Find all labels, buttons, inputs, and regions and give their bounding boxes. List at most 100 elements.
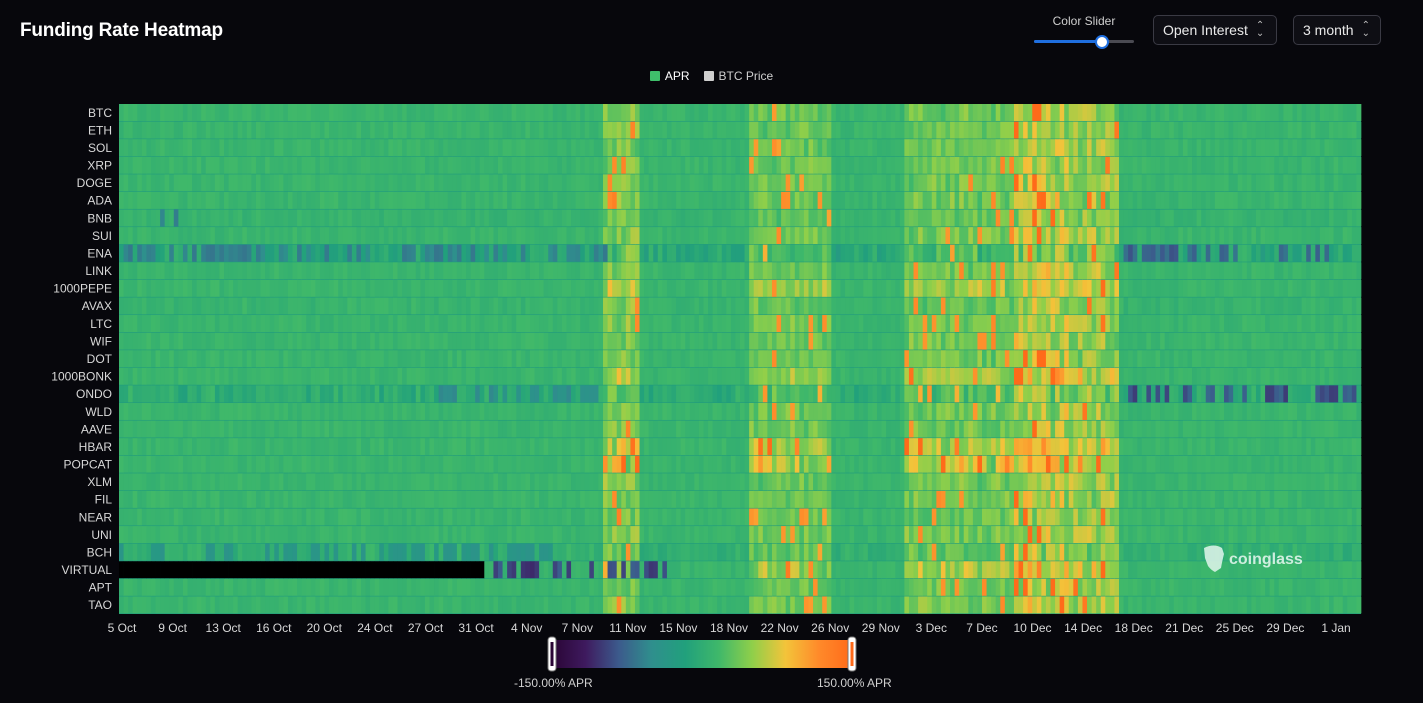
- heatmap-cell[interactable]: [1274, 174, 1280, 192]
- heatmap-cell[interactable]: [963, 244, 969, 262]
- heatmap-cell[interactable]: [164, 420, 170, 438]
- heatmap-cell[interactable]: [1306, 191, 1312, 209]
- heatmap-cell[interactable]: [119, 227, 124, 245]
- heatmap-cell[interactable]: [886, 174, 892, 192]
- heatmap-cell[interactable]: [922, 121, 928, 139]
- heatmap-cell[interactable]: [694, 209, 700, 227]
- heatmap-cell[interactable]: [1301, 139, 1307, 157]
- heatmap-cell[interactable]: [1297, 244, 1302, 262]
- heatmap-cell[interactable]: [265, 121, 271, 139]
- heatmap-cell[interactable]: [913, 332, 919, 350]
- heatmap-cell[interactable]: [224, 315, 229, 333]
- heatmap-cell[interactable]: [1278, 244, 1284, 262]
- heatmap-cell[interactable]: [803, 279, 809, 297]
- heatmap-cell[interactable]: [128, 191, 134, 209]
- heatmap-cell[interactable]: [1319, 174, 1325, 192]
- heatmap-cell[interactable]: [776, 104, 782, 121]
- heatmap-cell[interactable]: [150, 350, 156, 368]
- heatmap-cell[interactable]: [1105, 297, 1111, 315]
- heatmap-cell[interactable]: [119, 156, 124, 174]
- heatmap-cell[interactable]: [1091, 209, 1097, 227]
- heatmap-cell[interactable]: [146, 174, 152, 192]
- heatmap-cell[interactable]: [1169, 104, 1175, 121]
- heatmap-cell[interactable]: [1155, 402, 1161, 420]
- heatmap-cell[interactable]: [1055, 191, 1060, 209]
- heatmap-cell[interactable]: [899, 104, 905, 121]
- heatmap-cell[interactable]: [803, 385, 809, 403]
- heatmap-cell[interactable]: [310, 385, 316, 403]
- heatmap-cell[interactable]: [182, 297, 188, 315]
- heatmap-cell[interactable]: [1237, 244, 1243, 262]
- heatmap-cell[interactable]: [1242, 350, 1248, 368]
- heatmap-cell[interactable]: [963, 402, 969, 420]
- heatmap-cell[interactable]: [310, 227, 316, 245]
- heatmap-cell[interactable]: [543, 104, 549, 121]
- heatmap-cell[interactable]: [653, 385, 659, 403]
- heatmap-cell[interactable]: [950, 297, 955, 315]
- heatmap-cell[interactable]: [1132, 174, 1138, 192]
- heatmap-cell[interactable]: [1260, 227, 1266, 245]
- heatmap-cell[interactable]: [986, 297, 992, 315]
- heatmap-cell[interactable]: [872, 209, 878, 227]
- heatmap-cell[interactable]: [182, 350, 188, 368]
- heatmap-cell[interactable]: [1155, 297, 1161, 315]
- heatmap-cell[interactable]: [342, 156, 348, 174]
- heatmap-cell[interactable]: [516, 297, 522, 315]
- heatmap-cell[interactable]: [1246, 244, 1252, 262]
- heatmap-cell[interactable]: [269, 227, 275, 245]
- heatmap-cell[interactable]: [534, 139, 540, 157]
- heatmap-cell[interactable]: [132, 191, 138, 209]
- heatmap-cell[interactable]: [356, 350, 362, 368]
- heatmap-cell[interactable]: [1255, 332, 1261, 350]
- heatmap-cell[interactable]: [950, 121, 955, 139]
- heatmap-cell[interactable]: [539, 315, 545, 333]
- heatmap-cell[interactable]: [749, 332, 755, 350]
- heatmap-cell[interactable]: [205, 332, 211, 350]
- heatmap-cell[interactable]: [164, 350, 170, 368]
- heatmap-cell[interactable]: [607, 402, 613, 420]
- heatmap-cell[interactable]: [904, 139, 910, 157]
- heatmap-cell[interactable]: [146, 315, 152, 333]
- heatmap-cell[interactable]: [1013, 262, 1019, 280]
- heatmap-cell[interactable]: [119, 104, 124, 121]
- heatmap-cell[interactable]: [845, 227, 850, 245]
- heatmap-cell[interactable]: [1242, 279, 1248, 297]
- heatmap-cell[interactable]: [397, 279, 403, 297]
- heatmap-cell[interactable]: [1338, 227, 1344, 245]
- heatmap-cell[interactable]: [1310, 315, 1316, 333]
- heatmap-cell[interactable]: [1315, 174, 1321, 192]
- heatmap-cell[interactable]: [1164, 121, 1170, 139]
- heatmap-cell[interactable]: [872, 244, 878, 262]
- heatmap-cell[interactable]: [603, 104, 608, 121]
- heatmap-cell[interactable]: [1118, 402, 1124, 420]
- heatmap-cell[interactable]: [785, 279, 791, 297]
- heatmap-cell[interactable]: [1109, 350, 1115, 368]
- heatmap-cell[interactable]: [1306, 297, 1312, 315]
- heatmap-cell[interactable]: [1324, 297, 1330, 315]
- heatmap-cell[interactable]: [630, 315, 636, 333]
- heatmap-cell[interactable]: [630, 139, 636, 157]
- heatmap-cell[interactable]: [155, 156, 161, 174]
- heatmap-cell[interactable]: [630, 104, 636, 121]
- heatmap-cell[interactable]: [717, 227, 723, 245]
- heatmap-cell[interactable]: [735, 262, 741, 280]
- heatmap-cell[interactable]: [813, 209, 818, 227]
- heatmap-cell[interactable]: [1237, 121, 1243, 139]
- heatmap-cell[interactable]: [150, 402, 156, 420]
- heatmap-cell[interactable]: [1023, 244, 1029, 262]
- heatmap-cell[interactable]: [434, 227, 439, 245]
- heatmap-cell[interactable]: [141, 174, 147, 192]
- heatmap-cell[interactable]: [228, 104, 234, 121]
- heatmap-cell[interactable]: [1205, 367, 1211, 385]
- heatmap-cell[interactable]: [671, 279, 677, 297]
- heatmap-cell[interactable]: [1105, 121, 1111, 139]
- heatmap-cell[interactable]: [297, 367, 302, 385]
- heatmap-cell[interactable]: [173, 104, 179, 121]
- heatmap-cell[interactable]: [182, 402, 188, 420]
- heatmap-cell[interactable]: [744, 191, 750, 209]
- heatmap-cell[interactable]: [1118, 209, 1124, 227]
- heatmap-cell[interactable]: [876, 121, 882, 139]
- heatmap-cell[interactable]: [539, 297, 545, 315]
- heatmap-cell[interactable]: [1315, 350, 1321, 368]
- heatmap-cell[interactable]: [1210, 174, 1216, 192]
